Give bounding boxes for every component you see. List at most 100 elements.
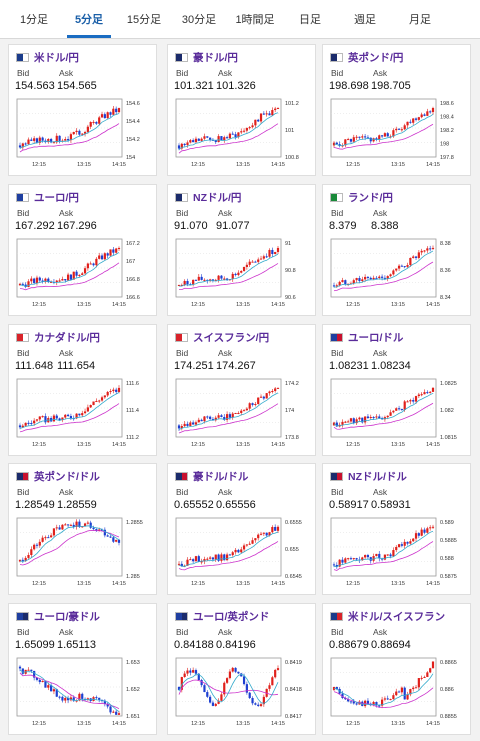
candle-body — [417, 533, 420, 536]
currency-card[interactable]: ランド/円 Bid Ask 8.379 8.388 8.38 8.36 8.34 12:15 13… — [322, 184, 471, 316]
currency-card[interactable]: ユーロ/英ポンド Bid Ask 0.84188 0.84196 0.8419 0.8418… — [167, 603, 316, 735]
pair-name[interactable]: 米ドル/円 — [34, 52, 79, 64]
currency-card[interactable]: NZドル/ドル Bid Ask 0.58917 0.58931 0.589 0.5885 0.… — [322, 463, 471, 595]
pair-name[interactable]: 豪ドル/ドル — [193, 471, 249, 483]
pair-name[interactable]: ランド/円 — [348, 192, 393, 204]
pair-name[interactable]: カナダドル/円 — [34, 332, 100, 344]
candle-body — [276, 387, 280, 389]
candle-body — [220, 136, 223, 141]
pair-name[interactable]: ユーロ/豪ドル — [34, 611, 100, 623]
candle-body — [112, 249, 115, 253]
price-chart[interactable]: 0.8865 0.886 0.8855 12:15 13:15 14:15 — [329, 656, 466, 730]
x-tick-label: 14:15 — [112, 162, 126, 168]
candle-body — [429, 668, 432, 673]
pair-name[interactable]: ユーロ/ドル — [348, 332, 404, 344]
tab-7[interactable]: 月足 — [409, 14, 431, 26]
currency-card[interactable]: ユーロ/ドル Bid Ask 1.08231 1.08234 1.0825 1.082 1.0… — [322, 324, 471, 456]
currency-card[interactable]: 英ポンド/円 Bid Ask 198.698 198.705 198.6 198.4 198.… — [322, 44, 471, 176]
candle-body — [206, 136, 209, 138]
moving-average-short-line — [19, 252, 120, 287]
pair-name[interactable]: NZドル/ドル — [348, 471, 407, 483]
price-chart[interactable]: 167.2 167 166.8 166.6 12:15 13:15 14:15 — [15, 237, 152, 311]
price-chart[interactable]: 1.0825 1.082 1.0815 12:15 13:15 14:15 — [329, 377, 466, 451]
candle-body — [69, 415, 73, 419]
ask-value: 174.267 — [216, 360, 256, 372]
candle-body — [409, 257, 412, 266]
tab-5[interactable]: 日足 — [299, 14, 321, 26]
candle-body — [217, 554, 220, 561]
y-tick-label: 111.4 — [126, 408, 139, 414]
currency-card[interactable]: ユーロ/豪ドル Bid Ask 1.65099 1.65113 1.653 1.652 1.6… — [8, 603, 157, 735]
flag-icon — [175, 612, 188, 621]
tab-4[interactable]: 1時間足 — [235, 14, 275, 26]
tab-2[interactable]: 15分足 — [126, 14, 162, 26]
price-chart[interactable]: 1.2855 1.285 12:15 13:15 14:15 — [15, 516, 152, 590]
ask-value: 8.388 — [371, 220, 399, 232]
candle-body — [366, 276, 370, 278]
candle-body — [276, 526, 280, 531]
currency-card[interactable]: 米ドル/円 Bid Ask 154.563 154.565 154.6 154.4 154.2… — [8, 44, 157, 176]
candle-body — [240, 131, 243, 133]
candle-body — [406, 694, 409, 700]
currency-card[interactable]: スイスフラン/円 Bid Ask 174.251 174.267 174.2 174 173.… — [167, 324, 316, 456]
moving-average-line — [333, 687, 434, 708]
candle-body — [112, 537, 115, 542]
candle-body — [386, 276, 389, 279]
candle-body — [30, 278, 33, 282]
tab-3[interactable]: 30分足 — [181, 14, 217, 26]
currency-card[interactable]: 米ドル/スイスフラン Bid Ask 0.88679 0.88694 0.8865 0.88… — [322, 603, 471, 735]
candle-body — [30, 139, 33, 141]
pair-name[interactable]: スイスフラン/円 — [193, 332, 270, 344]
currency-card[interactable]: 豪ドル/ドル Bid Ask 0.65552 0.65556 0.6555 0.655 0.6… — [167, 463, 316, 595]
x-tick-label: 14:15 — [271, 721, 285, 727]
y-tick-label: 1.0815 — [440, 435, 457, 441]
price-chart[interactable]: 111.6 111.4 111.2 12:15 13:15 14:15 — [15, 377, 152, 451]
tab-0[interactable]: 1分足 — [19, 14, 49, 26]
pair-name[interactable]: ユーロ/円 — [34, 192, 79, 204]
pair-name[interactable]: ユーロ/英ポンド — [193, 611, 270, 623]
y-tick-label: 0.655 — [285, 547, 299, 553]
candle-body — [41, 537, 44, 542]
candle-body — [366, 555, 370, 558]
candle-body — [98, 117, 101, 124]
candle-body — [64, 524, 67, 526]
candle-body — [211, 418, 215, 421]
price-chart[interactable]: 101.2 101 100.8 12:15 13:15 14:15 — [174, 97, 311, 171]
price-chart[interactable]: 174.2 174 173.8 12:15 13:15 14:15 — [174, 377, 311, 451]
tab-6[interactable]: 週足 — [354, 14, 376, 26]
price-chart[interactable]: 91 90.8 90.6 12:15 13:15 14:15 — [174, 237, 311, 311]
moving-average-line — [178, 123, 279, 154]
price-chart[interactable]: 0.8419 0.8418 0.8417 12:15 13:15 14:15 — [174, 656, 311, 730]
candle-body — [251, 403, 254, 405]
tab-1[interactable]: 5分足 — [61, 0, 117, 38]
flag-icon — [16, 333, 29, 342]
candle-body — [392, 270, 395, 275]
candle-body — [33, 138, 36, 141]
currency-card[interactable]: カナダドル/円 Bid Ask 111.648 111.654 111.6 111.4 111… — [8, 324, 157, 456]
y-tick-label: 198.2 — [440, 128, 454, 134]
price-chart[interactable]: 1.653 1.652 1.651 12:15 13:15 14:15 — [15, 656, 152, 730]
candle-body — [81, 273, 84, 275]
pair-name[interactable]: 豪ドル/円 — [193, 52, 238, 64]
pair-name[interactable]: 米ドル/スイスフラン — [348, 611, 446, 623]
currency-card[interactable]: 豪ドル/円 Bid Ask 101.321 101.326 101.2 101 100.8 12… — [167, 44, 316, 176]
candle-body — [409, 121, 412, 123]
bid-value: 91.070 — [174, 220, 208, 232]
currency-card[interactable]: ユーロ/円 Bid Ask 167.292 167.296 167.2 167 166.8 16… — [8, 184, 157, 316]
candle-body — [24, 557, 27, 561]
pair-name[interactable]: NZドル/円 — [193, 192, 242, 204]
price-chart[interactable]: 198.6 198.4 198.2 198 197.8 12:15 13:15 14:15 — [329, 97, 466, 171]
pair-name[interactable]: 英ポンド/円 — [348, 52, 404, 64]
price-chart[interactable]: 8.38 8.36 8.34 12:15 13:15 14:15 — [329, 237, 466, 311]
currency-card[interactable]: 英ポンド/ドル Bid Ask 1.28549 1.28559 1.2855 1.285 12… — [8, 463, 157, 595]
price-chart[interactable]: 0.589 0.5885 0.588 0.5875 12:15 13:15 14:15 — [329, 516, 466, 590]
candle-body — [248, 692, 251, 699]
y-tick-label: 101 — [285, 128, 294, 134]
price-chart[interactable]: 0.6555 0.655 0.6545 12:15 13:15 14:15 — [174, 516, 311, 590]
candle-body — [231, 273, 234, 280]
price-chart[interactable]: 154.6 154.4 154.2 154 12:15 13:15 14:15 — [15, 97, 152, 171]
currency-card[interactable]: NZドル/円 Bid Ask 91.070 91.077 91 90.8 90.6 12:15 1… — [167, 184, 316, 316]
candle-body — [392, 550, 395, 557]
pair-name[interactable]: 英ポンド/ドル — [34, 471, 100, 483]
candle-body — [95, 529, 98, 531]
